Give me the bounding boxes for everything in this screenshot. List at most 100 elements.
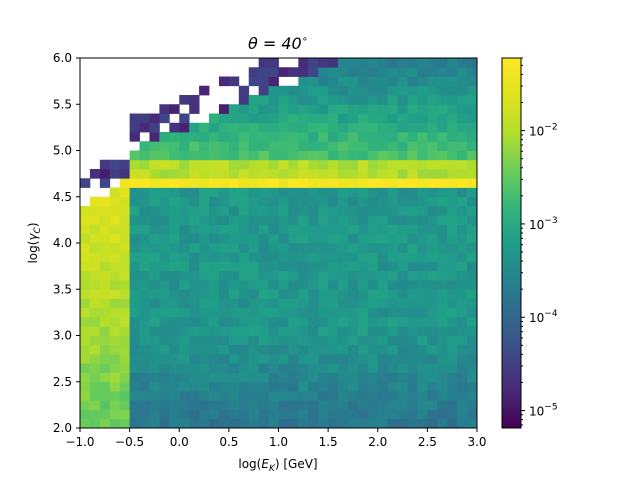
heatmap-cell — [109, 317, 121, 327]
heatmap-cell — [119, 372, 131, 383]
heatmap-cell — [467, 215, 478, 225]
heatmap-cell — [318, 85, 329, 96]
heatmap-cell — [169, 187, 180, 198]
heatmap-cell — [367, 252, 379, 262]
heatmap-cell — [318, 141, 329, 151]
heatmap-cell — [149, 150, 160, 161]
heatmap-cell — [139, 400, 150, 410]
heatmap-cell — [258, 178, 269, 188]
heatmap-cell — [338, 233, 349, 244]
heatmap-cell — [238, 95, 250, 105]
xlabel-var: E — [261, 457, 269, 471]
heatmap-cell — [407, 187, 418, 198]
heatmap-cell — [169, 326, 180, 336]
heatmap-cell — [159, 206, 170, 216]
heatmap-cell — [338, 252, 349, 262]
heatmap-cell — [238, 409, 250, 420]
heatmap-cell — [417, 104, 428, 114]
heatmap-cell — [318, 67, 329, 77]
heatmap-cell — [457, 280, 468, 290]
heatmap-cell — [288, 391, 299, 401]
heatmap-cell — [407, 363, 418, 373]
heatmap-cell — [377, 224, 389, 235]
heatmap-cell — [149, 344, 160, 355]
heatmap-cell — [298, 178, 309, 188]
heatmap-cell — [169, 409, 180, 420]
heatmap-cell — [367, 67, 379, 77]
heatmap-cell — [268, 243, 279, 253]
xlabel-sub: K — [269, 464, 276, 474]
heatmap-cell — [367, 372, 379, 383]
heatmap-cell — [308, 289, 319, 299]
heatmap-cell — [129, 363, 140, 373]
heatmap-cell — [417, 169, 428, 179]
heatmap-cell — [89, 317, 101, 327]
heatmap-cell — [278, 67, 289, 77]
heatmap-cell — [179, 206, 190, 216]
heatmap-cell — [139, 372, 150, 383]
heatmap-cell — [238, 270, 250, 281]
heatmap-cell — [328, 261, 339, 272]
y-axis-label: log(γC) — [26, 222, 43, 263]
heatmap-cell — [218, 206, 230, 216]
heatmap-cell — [99, 317, 111, 327]
heatmap-cell — [397, 418, 408, 429]
heatmap-cell — [248, 289, 260, 299]
heatmap-cell — [367, 76, 379, 87]
heatmap-cell — [308, 317, 319, 327]
heatmap-cell — [377, 261, 389, 272]
heatmap-cell — [268, 261, 279, 272]
heatmap-cell — [387, 76, 399, 87]
heatmap-cell — [447, 409, 458, 420]
heatmap-cell — [189, 252, 200, 262]
heatmap-cell — [387, 400, 399, 410]
heatmap-cell — [278, 178, 289, 188]
heatmap-cell — [298, 409, 309, 420]
heatmap-cell — [288, 243, 299, 253]
heatmap-cell — [387, 58, 399, 68]
heatmap-cell — [357, 363, 369, 373]
heatmap-cell — [447, 317, 458, 327]
heatmap-cell — [258, 289, 269, 299]
heatmap-cell — [407, 354, 418, 364]
heatmap-cell — [397, 307, 408, 318]
heatmap-cell — [278, 141, 289, 151]
heatmap-cell — [189, 289, 200, 299]
heatmap-cell — [159, 409, 170, 420]
heatmap-cell — [328, 418, 339, 429]
heatmap-cell — [89, 215, 101, 225]
heatmap-cell — [338, 354, 349, 364]
heatmap-cell — [80, 344, 91, 355]
heatmap-cell — [328, 76, 339, 87]
heatmap-cell — [417, 418, 428, 429]
heatmap-cell — [437, 224, 448, 235]
heatmap-cell — [268, 224, 279, 235]
heatmap-cell — [298, 298, 309, 309]
heatmap-cell — [467, 363, 478, 373]
heatmap-cell — [467, 132, 478, 142]
heatmap-cell — [377, 418, 389, 429]
heatmap-cell — [248, 307, 260, 318]
heatmap-cell — [248, 400, 260, 410]
heatmap-cell — [238, 141, 250, 151]
heatmap-cell — [387, 169, 399, 179]
heatmap-cell — [109, 252, 121, 262]
heatmap-cell — [218, 335, 230, 346]
heatmap-cell — [149, 354, 160, 364]
heatmap-cell — [109, 418, 121, 429]
heatmap-cell — [318, 206, 329, 216]
heatmap-cell — [308, 196, 319, 207]
heatmap-cell — [318, 224, 329, 235]
heatmap-cell — [268, 363, 279, 373]
heatmap-cell — [467, 418, 478, 429]
heatmap-cell — [437, 391, 448, 401]
heatmap-cell — [268, 159, 279, 170]
heatmap-cell — [179, 289, 190, 299]
heatmap-cell — [278, 206, 289, 216]
heatmap-cell — [248, 122, 260, 133]
heatmap-cell — [467, 169, 478, 179]
heatmap-cell — [308, 76, 319, 87]
heatmap-cell — [298, 280, 309, 290]
heatmap-cell — [258, 215, 269, 225]
